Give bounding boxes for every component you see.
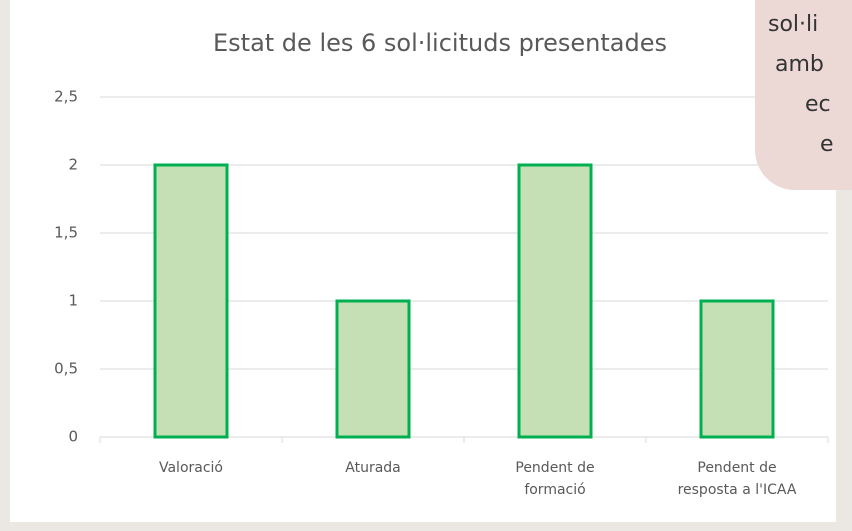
- overlay-text: amb: [775, 52, 824, 77]
- chart-panel: [10, 0, 836, 522]
- x-tick-label: Pendent de resposta a l'ICAA: [677, 460, 797, 498]
- bar: [517, 163, 593, 439]
- overlay-text: sol·li: [768, 12, 819, 37]
- y-tick-label: 0: [68, 428, 78, 446]
- overlay-text: e: [820, 132, 834, 157]
- overlay-text: ec: [805, 92, 831, 117]
- bar: [153, 163, 229, 439]
- y-tick-label: 1: [68, 292, 78, 310]
- y-tick-label: 1,5: [54, 224, 78, 242]
- bar: [335, 299, 411, 439]
- bar: [699, 299, 775, 439]
- y-tick-label: 2,5: [54, 88, 78, 106]
- overlay-box: [755, 0, 852, 190]
- x-tick-label: Pendent de formació: [515, 460, 595, 498]
- chart-title: Estat de les 6 sol·licituds presentades: [213, 29, 667, 57]
- y-tick-label: 2: [68, 156, 78, 174]
- y-tick-label: 0,5: [54, 360, 78, 378]
- x-tick-label: Valoració: [158, 460, 223, 476]
- x-tick-label: Aturada: [345, 460, 401, 476]
